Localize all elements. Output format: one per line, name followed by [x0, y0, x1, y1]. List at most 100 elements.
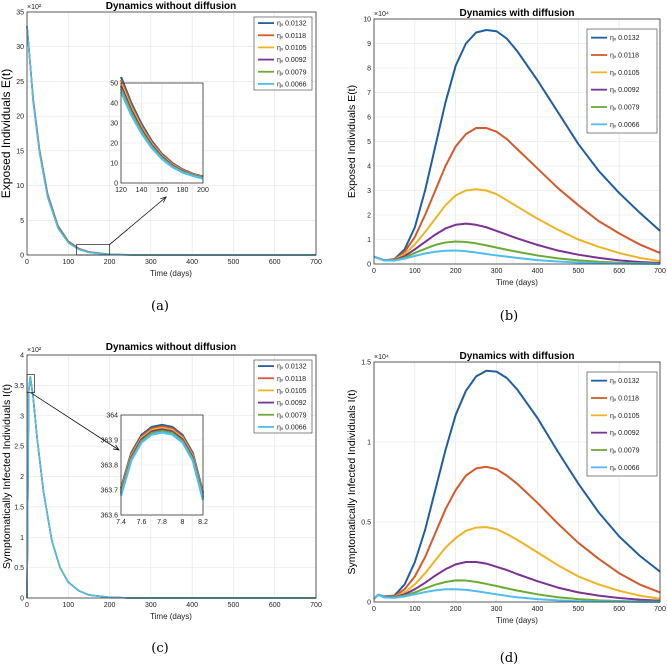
chart_data.0-ytick-label: 5	[20, 218, 24, 225]
series-line-5	[373, 588, 661, 603]
chart_data.0.inset-ytick-label: 10	[110, 161, 118, 168]
chart_data.1-xtick-label: 500	[572, 268, 584, 275]
chart_data.2-ytick-label: 3	[20, 413, 24, 420]
chart_data.0-ytick-label: 35	[16, 10, 24, 17]
legend-legend-entry: ηᵥ 0.0079	[610, 448, 640, 455]
chart_data.0.inset-ytick-label: 20	[110, 141, 118, 148]
chart_data.1-ytick-label: 2	[367, 213, 371, 220]
inset-axes: 120 140 160 180 200 0 10 20 30 40 50	[110, 76, 209, 194]
chart_data.1-ytick-label: 0	[367, 262, 371, 269]
chart_data.1-xtick-label: 700	[654, 268, 666, 275]
chart_data.0-ytick-label: 20	[16, 114, 24, 121]
chart_data.2-ytick-label: 4	[20, 353, 24, 360]
chart-panel-3: 0 100 200 300 400 500 600 700 0 0.5 1 1.5 Dynamics w…	[346, 351, 666, 625]
zoom-region-box	[76, 244, 110, 256]
chart_data.3-ytick-label: 1	[367, 440, 371, 447]
chart_data.0-ytick-label: 25	[16, 79, 24, 86]
chart_data.0-xtick-label: 700	[310, 259, 322, 266]
legend-legend-box	[586, 28, 658, 134]
legend-legend-entry: ηᵥ 0.0092	[610, 87, 640, 94]
inset-series-line-5	[119, 91, 204, 180]
chart_data.2.inset-xtick-label: 8	[181, 519, 185, 526]
legend-legend-entry: ηᵥ 0.0118	[277, 376, 306, 383]
chart_data.1-ytick-label: 10	[363, 17, 371, 24]
chart-panel-1: 0 100 200 300 400 500 600 700 0 1 2 3 4 5 6 7 8 9 10 Dynami…	[346, 8, 666, 287]
y-axis-label: Exposed Individuals E(t)	[0, 69, 13, 198]
legend-legend-entry: ηᵥ 0.0066	[277, 424, 307, 431]
legend-legend-entry: ηᵥ 0.0092	[277, 57, 307, 64]
series-line-1	[373, 465, 661, 600]
y-exponent-label: ×10²	[27, 4, 42, 11]
chart_data.3-xtick-label: 700	[654, 606, 666, 613]
legend-legend-entry: ηᵥ 0.0066	[610, 122, 640, 129]
chart_data.2.inset-ytick-label: 364	[106, 413, 118, 420]
legend-legend-entry: ηᵥ 0.0079	[277, 69, 307, 76]
chart_data.0-xtick-label: 300	[145, 259, 157, 266]
chart_data.2.inset-ytick-label: 363.8	[100, 463, 118, 470]
legend-legend-entry: ηᵥ 0.0132	[277, 364, 307, 371]
chart_data.3-xtick-label: 400	[532, 606, 544, 613]
chart_data.0-xtick-label: 500	[228, 259, 240, 266]
chart_data.2-ytick-label: 2	[20, 474, 24, 481]
y-exponent-label: ×10⁴	[374, 11, 389, 18]
chart_data.2.inset-xtick-label: 7.4	[116, 519, 126, 526]
chart_data.3-ytick-label: 0.5	[361, 520, 371, 527]
chart_data.0.inset-xtick-label: 120	[115, 187, 127, 194]
chart_data.1-ytick-label: 8	[367, 66, 371, 73]
y-exponent-label: ×10⁴	[374, 354, 389, 361]
chart_data.0.inset-xtick-label: 160	[156, 187, 168, 194]
chart_data.1-xtick-label: 0	[372, 268, 376, 275]
plot-frame	[26, 11, 317, 256]
series-line-1	[373, 127, 661, 262]
chart_data.1-ytick-label: 7	[367, 90, 371, 97]
legend-legend-entry: ηᵥ 0.0066	[277, 81, 307, 88]
chart_data.0-xtick-label: 0	[25, 259, 29, 266]
inset-frame	[120, 414, 204, 516]
chart_data.3-xtick-label: 300	[491, 606, 503, 613]
chart_data.2-ytick-label: 2.5	[14, 444, 24, 451]
legend-legend-box	[253, 359, 313, 434]
chart_data.2-ytick-label: 3.5	[14, 383, 24, 390]
chart_data.1-xtick-label: 600	[613, 268, 625, 275]
inset-frame	[120, 82, 204, 184]
chart_data.0.inset-ytick-label: 50	[110, 81, 118, 88]
chart_data.0.inset-xtick-label: 200	[197, 187, 209, 194]
plot-frame	[373, 18, 661, 265]
chart_data.0-xtick-label: 400	[186, 259, 198, 266]
chart_data.3-xtick-label: 0	[372, 606, 376, 613]
legend-legend-box	[586, 371, 658, 477]
series-line-0	[373, 29, 661, 262]
series-line-4	[373, 240, 661, 265]
chart_data.3-xtick-label: 600	[613, 606, 625, 613]
plot-frame	[373, 361, 661, 603]
chart_data.2.inset-xtick-label: 7.8	[157, 519, 167, 526]
chart_data.0.inset-ytick-label: 40	[110, 101, 118, 108]
chart_data.1-xtick-label: 300	[491, 268, 503, 275]
legend-legend-entry: ηᵥ 0.0105	[610, 413, 640, 420]
legend-legend-entry: ηᵥ 0.0132	[610, 378, 640, 385]
series-line-3	[373, 222, 661, 265]
chart_data.1-ytick-label: 1	[367, 237, 371, 244]
chart_data.2-xtick-label: 100	[62, 602, 74, 609]
series-line-0	[373, 369, 661, 600]
chart_data.0.inset-ytick-label: 0	[114, 181, 118, 188]
chart_data.0.inset-ytick-label: 30	[110, 121, 118, 128]
chart_data.1-ytick-label: 5	[367, 139, 371, 146]
chart_data.1-ytick-label: 6	[367, 115, 371, 122]
legend-legend-entry: ηᵥ 0.0105	[277, 45, 307, 52]
caption-b: (b)	[500, 309, 518, 324]
y-axis-label: Exposed Individuals E(t)	[346, 85, 358, 198]
caption-d: (d)	[500, 651, 518, 666]
y-axis-label: Symptomatically Infected Individuals I(t…	[346, 390, 358, 575]
zoom-arrow	[109, 196, 167, 245]
zoom-arrow-head	[113, 444, 120, 451]
chart_data.1-ytick-label: 4	[367, 164, 371, 171]
legend-legend-entry: ηᵥ 0.0092	[610, 430, 640, 437]
chart-title: Dynamics with diffusion	[459, 351, 574, 362]
chart_data.2-xtick-label: 200	[104, 602, 116, 609]
chart_data.2.inset-ytick-label: 363.6	[100, 513, 118, 520]
legend-legend-entry: ηᵥ 0.0118	[610, 396, 639, 403]
legend-legend-entry: ηᵥ 0.0118	[277, 33, 306, 40]
caption-c: (c)	[151, 641, 168, 656]
